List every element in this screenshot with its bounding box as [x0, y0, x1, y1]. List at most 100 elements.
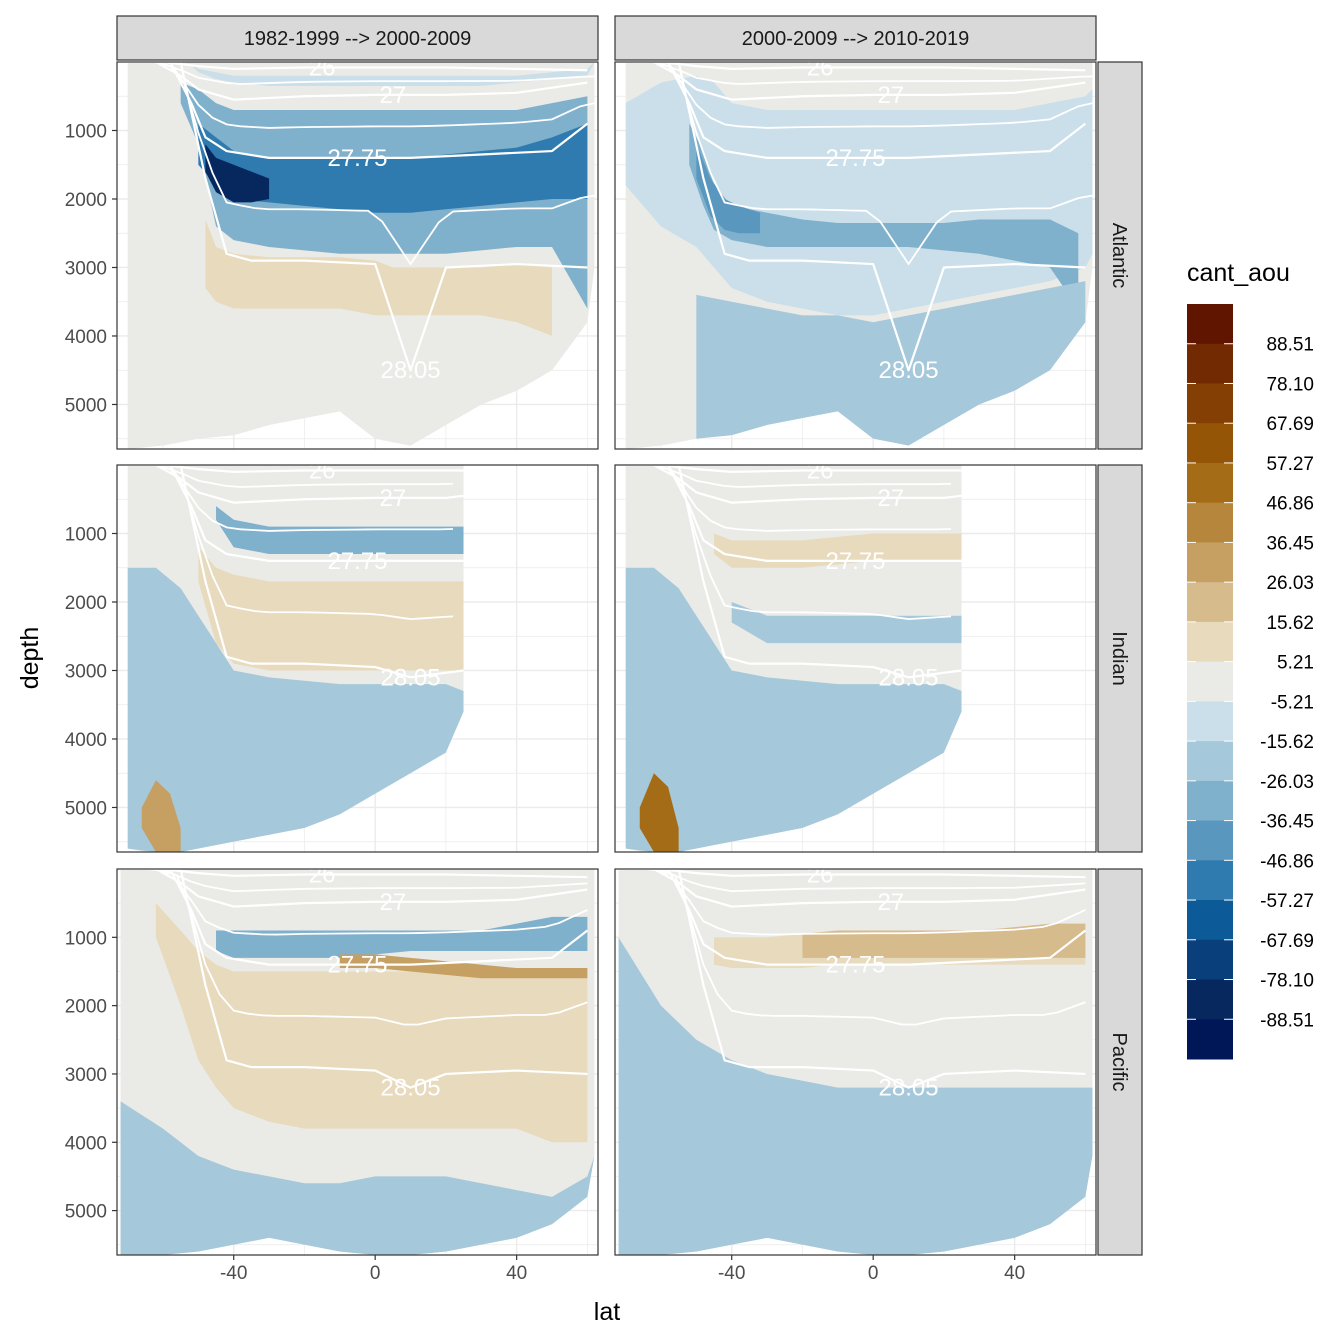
isopycnal-line	[677, 869, 1086, 1089]
panel-border	[614, 464, 1097, 853]
y-tick-label: 3000	[65, 1065, 107, 1086]
legend-swatch	[1187, 820, 1233, 861]
strip-row-pacific: Pacific	[1097, 868, 1143, 1256]
value-band	[625, 567, 962, 852]
isopycnal-line	[169, 62, 589, 159]
isopycnal-label: 28.05	[879, 357, 939, 384]
isopycnal-line	[618, 869, 1086, 936]
y-axis-title: depth	[16, 627, 44, 690]
isopycnal-line	[667, 465, 962, 562]
legend: cant_aou 88.51 78.10 67.69 57.27 46.86 36.45 2…	[1187, 259, 1314, 1060]
isopycnal-label: 28.05	[381, 664, 441, 691]
legend-label: -15.62	[1260, 732, 1314, 753]
value-band	[205, 144, 270, 203]
strip-label: 1982-1999 --> 2000-2009	[244, 28, 471, 50]
legend-swatch	[1187, 900, 1233, 941]
isopycnal-line	[127, 465, 454, 488]
x-tick-label: -40	[718, 1263, 745, 1284]
legend-label: 88.51	[1266, 335, 1314, 356]
isopycnal-line	[127, 62, 595, 129]
value-band	[198, 547, 464, 671]
legend-swatch	[1187, 860, 1233, 901]
panel-atlantic-1: 26 27 27.75 28.05	[116, 61, 599, 450]
legend-swatch	[1187, 661, 1233, 702]
panel-border	[614, 61, 1097, 450]
isopycnal-line	[120, 869, 588, 1026]
legend-label: 36.45	[1266, 533, 1314, 554]
isopycnal-line	[618, 869, 1086, 1026]
isopycnal-line	[677, 62, 1086, 372]
y-tick-label: 5000	[65, 395, 107, 416]
y-tick-label: 4000	[65, 1133, 107, 1154]
x-tick-label: 40	[506, 1263, 527, 1284]
isopycnal-label: 26	[309, 457, 336, 484]
legend-label: -26.03	[1260, 772, 1314, 793]
isopycnal-line	[120, 869, 588, 879]
isopycnal-line	[625, 62, 1093, 129]
section-field: 26 27 27.75 28.05	[127, 62, 595, 449]
section-field: 26 27 27.75 28.05	[127, 457, 464, 852]
panels-layer: 26 27 27.75 28.05 26 27 27.75 28.05 26 27 27.75 28.…	[116, 61, 1097, 1256]
isopycnal-label: 27	[878, 82, 905, 109]
isopycnal-line	[653, 869, 1086, 908]
x-tick-label: 40	[1004, 1263, 1025, 1284]
legend-swatch	[1187, 542, 1233, 583]
panel-border	[116, 61, 599, 450]
value-band	[714, 533, 962, 568]
legend-label: 57.27	[1266, 454, 1314, 475]
legend-swatch	[1187, 741, 1233, 782]
isopycnal-label: 26	[807, 861, 834, 888]
isopycnal-label: 27.75	[327, 145, 387, 172]
panel-border	[116, 464, 599, 853]
isopycnal-label: 28.05	[879, 1075, 939, 1102]
isopycnal-label: 27	[878, 889, 905, 916]
legend-label: -57.27	[1260, 891, 1314, 912]
panel-border	[116, 868, 599, 1256]
isopycnal-line	[179, 869, 588, 1089]
legend-label: 46.86	[1266, 494, 1314, 515]
legend-swatch	[1187, 939, 1233, 981]
strip-label: 2000-2009 --> 2010-2019	[742, 28, 969, 50]
x-tick-label: 0	[370, 1263, 381, 1284]
isopycnal-line	[667, 62, 1087, 159]
isopycnal-line	[653, 62, 1086, 101]
isopycnal-line	[169, 465, 464, 562]
value-band	[731, 601, 962, 644]
y-tick-label: 5000	[65, 798, 107, 819]
strip-row-indian: Indian	[1097, 464, 1143, 853]
y-tick-label: 4000	[65, 327, 107, 348]
legend-swatch	[1187, 621, 1233, 663]
strip-label: Pacific	[1108, 1033, 1130, 1092]
panel-border	[614, 868, 1097, 1256]
legend-swatch	[1187, 502, 1233, 543]
y-tick-label: 1000	[65, 121, 107, 142]
legend-swatch	[1187, 1019, 1233, 1060]
isopycnal-line	[625, 62, 1093, 266]
strip-label: Indian	[1108, 631, 1130, 686]
isopycnal-line	[179, 465, 464, 679]
isopycnal-label: 28.05	[879, 664, 939, 691]
isopycnal-line	[625, 465, 952, 488]
isopycnal-line	[667, 869, 1087, 966]
legend-label: -46.86	[1260, 851, 1314, 872]
value-band	[127, 62, 595, 86]
legend-swatch	[1187, 383, 1233, 424]
section-field: 26 27 27.75 28.05	[120, 869, 595, 1255]
value-band	[339, 954, 588, 979]
legend-swatch	[1187, 979, 1233, 1020]
isopycnal-line	[179, 62, 588, 372]
value-band	[120, 1101, 595, 1255]
legend-swatch	[1187, 701, 1233, 742]
strip-background	[614, 15, 1097, 61]
y-tick-label: 4000	[65, 730, 107, 751]
value-band	[233, 308, 553, 446]
isopycnal-label: 27	[380, 485, 407, 512]
isopycnal-label: 27.75	[327, 548, 387, 575]
axes-layer: 1000200030004000500010002000300040005000…	[65, 121, 1026, 1284]
isopycnal-line	[127, 62, 595, 266]
strip-background	[1097, 61, 1143, 450]
value-band	[802, 923, 1086, 958]
isopycnal-line	[127, 465, 454, 621]
isopycnal-line	[169, 869, 589, 966]
